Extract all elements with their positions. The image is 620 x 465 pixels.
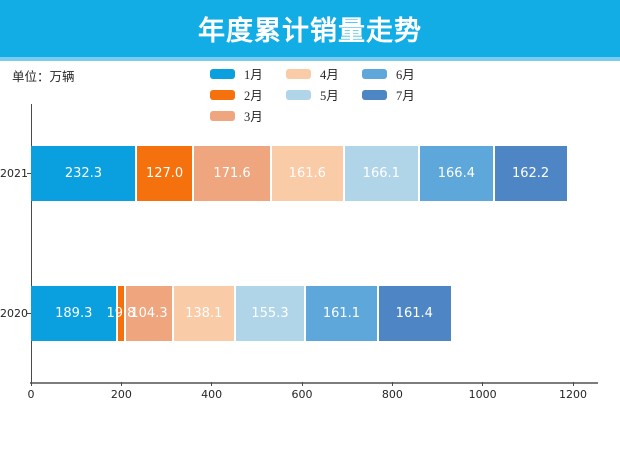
legend-label-4月: 4月 [320,68,339,82]
x-tick-mark [482,382,484,386]
legend-swatch-7月 [362,89,387,100]
legend-label-1月: 1月 [244,68,263,82]
legend-label-3月: 3月 [244,110,263,124]
bar-segment-2020-2月 [116,286,126,341]
x-tick-mark [30,382,32,386]
bar-value-label: 171.6 [213,165,251,181]
legend-swatch-3月 [210,110,235,121]
legend-swatch-4月 [286,68,311,79]
legend-label-6月: 6月 [396,68,415,82]
bar-segment-2021-2月 [135,146,194,201]
bar-value-label: 127.0 [145,165,184,181]
bar-value-label: 19.8 [106,305,136,321]
x-tick-mark [211,382,213,386]
y-tick-mark [27,173,31,174]
legend-swatch-5月 [286,89,311,100]
legend-column: 4月 5月 [286,63,362,126]
bar-segment-2021-6月 [418,146,494,201]
legend-swatch-2月 [210,89,235,100]
bar-segment-2021-5月 [343,146,419,201]
x-axis-line [30,382,598,384]
bar-segment-2020-7月 [377,286,451,341]
bar-segment-2020-5月 [234,286,306,341]
legend-item-7月: 7月 [362,84,438,105]
x-tick-label: 600 [291,388,313,401]
legend-column: 6月 7月 [362,63,438,126]
bar-segment-2020-4月 [172,286,235,341]
bar-value-label: 155.3 [251,305,289,321]
bar-segment-2021-4月 [270,146,344,201]
legend: 1月 2月 3月 4月 5月 6月 7月 [210,63,438,126]
bar-value-label: 138.1 [185,305,223,321]
x-tick-mark [301,382,303,386]
bar-value-label: 161.4 [395,305,433,321]
title-bar: 年度累计销量走势 [0,0,620,57]
bar-value-label: 104.3 [130,305,168,321]
x-tick-label: 0 [27,388,35,401]
legend-label-5月: 5月 [320,89,339,103]
unit-label: 单位：万辆 [12,70,75,84]
bar-value-label: 189.3 [55,305,93,321]
y-tick-mark [27,313,31,314]
title-accent-strip [0,57,620,61]
legend-column: 1月 2月 3月 [210,63,286,126]
bar-segment-2021-1月 [31,146,136,201]
y-axis-label-2020: 2020 [0,306,28,320]
legend-item-2月: 2月 [210,84,286,105]
bar-segment-2021-7月 [493,146,568,201]
bar-value-label: 161.6 [288,165,326,181]
legend-item-4月: 4月 [286,63,362,84]
x-tick-label: 1200 [559,388,587,401]
bar-value-label: 161.1 [322,305,361,321]
legend-item-5月: 5月 [286,84,362,105]
x-tick-label: 1000 [468,388,497,401]
bar-segment-2021-3月 [193,146,271,201]
bar-value-label: 162.2 [511,165,550,181]
bar-value-label: 166.4 [437,165,475,181]
legend-item-6月: 6月 [362,63,438,84]
x-tick-mark [391,382,393,386]
bar-segment-2020-3月 [125,286,173,341]
legend-swatch-6月 [362,68,387,79]
legend-item-3月: 3月 [210,105,286,126]
legend-item-1月: 1月 [210,63,286,84]
x-tick-mark [120,382,122,386]
chart-title: 年度累计销量走势 [198,16,422,47]
bar-value-label: 232.3 [64,165,103,181]
legend-label-2月: 2月 [244,89,263,103]
x-tick-label: 400 [201,388,223,401]
legend-label-7月: 7月 [396,89,415,103]
x-tick-mark [572,382,574,386]
y-axis-label-2021: 2021 [0,166,28,180]
bar-segment-2020-6月 [305,286,378,341]
bar-segment-2020-1月 [31,286,117,341]
legend-swatch-1月 [210,68,235,79]
x-tick-label: 800 [381,388,403,401]
x-tick-label: 200 [110,388,132,401]
bar-value-label: 166.1 [362,165,400,181]
y-axis-line [31,104,32,382]
